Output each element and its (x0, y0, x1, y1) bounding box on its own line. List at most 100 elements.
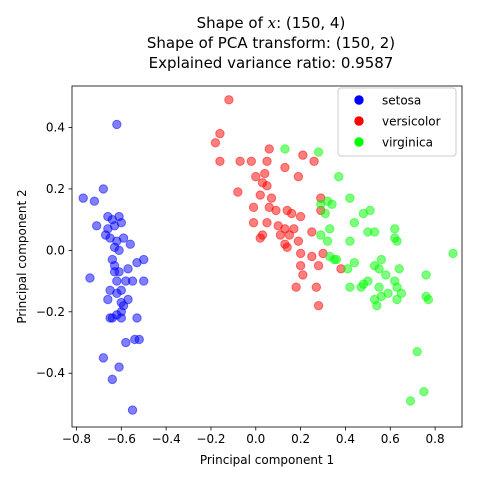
data-point-setosa (114, 362, 124, 372)
data-point-versicolor (210, 138, 221, 148)
data-point-versicolor (275, 230, 286, 240)
x-tick-label: −0.4 (152, 432, 181, 446)
data-point-versicolor (262, 181, 272, 191)
y-tick-label: 0.0 (46, 243, 65, 257)
data-point-versicolor (224, 95, 234, 105)
x-tick-label: 0.4 (336, 432, 355, 446)
data-point-virginica (322, 236, 333, 246)
data-point-versicolor (298, 270, 308, 280)
data-point-versicolor (295, 261, 306, 271)
data-point-virginica (405, 396, 416, 406)
title-line-3: Explained variance ratio: 0.9587 (149, 54, 394, 72)
data-point-setosa (103, 294, 113, 305)
data-point-versicolor (311, 282, 322, 292)
data-point-virginica (280, 144, 290, 154)
data-point-virginica (325, 224, 335, 234)
plot-frame (71, 85, 463, 428)
data-point-virginica (421, 291, 431, 302)
data-point-setosa (123, 264, 133, 274)
legend: setosa versicolor virginica (337, 87, 457, 157)
data-point-virginica (349, 257, 360, 268)
data-point-versicolor (248, 218, 259, 228)
data-point-setosa (121, 337, 131, 348)
data-point-versicolor (251, 171, 261, 182)
data-point-versicolor (215, 128, 225, 139)
legend-label-setosa: setosa (382, 94, 421, 108)
y-tick-label: 0.4 (46, 120, 65, 134)
legend-label-versicolor: versicolor (382, 115, 441, 129)
data-point-versicolor (295, 211, 306, 222)
data-points (78, 95, 458, 415)
data-point-versicolor (255, 190, 265, 200)
legend-marker-versicolor (354, 116, 364, 126)
data-point-versicolor (262, 156, 272, 166)
data-point-setosa (130, 334, 140, 345)
data-point-virginica (356, 282, 366, 292)
data-point-setosa (132, 257, 142, 268)
x-tick-label: 0.6 (381, 432, 400, 446)
data-point-virginica (392, 236, 402, 246)
data-point-virginica (327, 199, 337, 209)
data-point-versicolor (284, 230, 295, 240)
x-tick-label: 0.8 (426, 432, 445, 446)
data-point-versicolor (286, 208, 297, 219)
x-tick-label: 0.2 (291, 432, 310, 446)
data-point-setosa (78, 193, 88, 203)
data-point-virginica (372, 300, 382, 311)
data-point-versicolor (307, 251, 317, 262)
data-point-virginica (419, 386, 429, 397)
data-point-virginica (421, 270, 431, 280)
data-point-virginica (331, 254, 342, 265)
x-tick-label: 0.0 (246, 432, 265, 446)
y-axis-ticks: −0.4 −0.2 0.0 0.2 0.4 (36, 120, 72, 380)
data-point-virginica (334, 171, 344, 182)
legend-marker-virginica (354, 137, 364, 147)
data-point-versicolor (215, 156, 225, 166)
data-point-setosa (109, 261, 120, 271)
data-point-setosa (132, 313, 142, 323)
data-point-virginica (345, 193, 355, 203)
x-axis-ticks: −0.8 −0.6 −0.4 −0.2 0.0 0.2 0.4 0.6 0.8 (62, 427, 445, 446)
data-point-versicolor (233, 187, 243, 197)
data-point-virginica (342, 264, 353, 274)
data-point-virginica (365, 205, 375, 216)
data-point-versicolor (293, 171, 304, 182)
x-axis-label: Principal component 1 (200, 453, 334, 467)
data-point-virginica (320, 208, 330, 219)
data-point-setosa (127, 405, 138, 415)
data-point-virginica (381, 270, 391, 280)
data-point-versicolor (291, 282, 301, 292)
data-point-versicolor (280, 162, 290, 173)
data-point-setosa (139, 276, 149, 286)
data-point-virginica (345, 236, 355, 246)
x-tick-label: −0.8 (62, 432, 91, 446)
title-text: Shape of (197, 14, 268, 32)
data-point-virginica (369, 227, 380, 237)
data-point-versicolor (246, 156, 257, 166)
data-point-virginica (374, 264, 384, 274)
data-point-versicolor (262, 218, 272, 228)
data-point-versicolor (248, 202, 259, 213)
y-axis-label: Principal component 2 (15, 189, 29, 323)
legend-marker-setosa (354, 95, 364, 105)
data-point-virginica (448, 248, 458, 259)
chart-title: Shape of x: (150, 4) Shape of PCA transfo… (147, 14, 395, 72)
data-point-virginica (392, 294, 402, 305)
data-point-versicolor (309, 156, 319, 166)
data-point-versicolor (293, 236, 304, 246)
data-point-versicolor (298, 150, 308, 160)
data-point-setosa (105, 313, 115, 323)
data-point-setosa (98, 353, 109, 363)
title-text: : (150, 4) (276, 14, 345, 32)
title-line-1: Shape of x: (150, 4) (197, 14, 346, 32)
data-point-virginica (390, 224, 400, 234)
data-point-setosa (98, 184, 109, 194)
data-point-versicolor (289, 224, 299, 234)
title-line-2: Shape of PCA transform: (150, 2) (147, 34, 395, 52)
data-point-setosa (107, 374, 118, 385)
data-point-setosa (109, 221, 120, 231)
data-point-virginica (345, 282, 355, 292)
title-math-variable: x (268, 14, 277, 32)
